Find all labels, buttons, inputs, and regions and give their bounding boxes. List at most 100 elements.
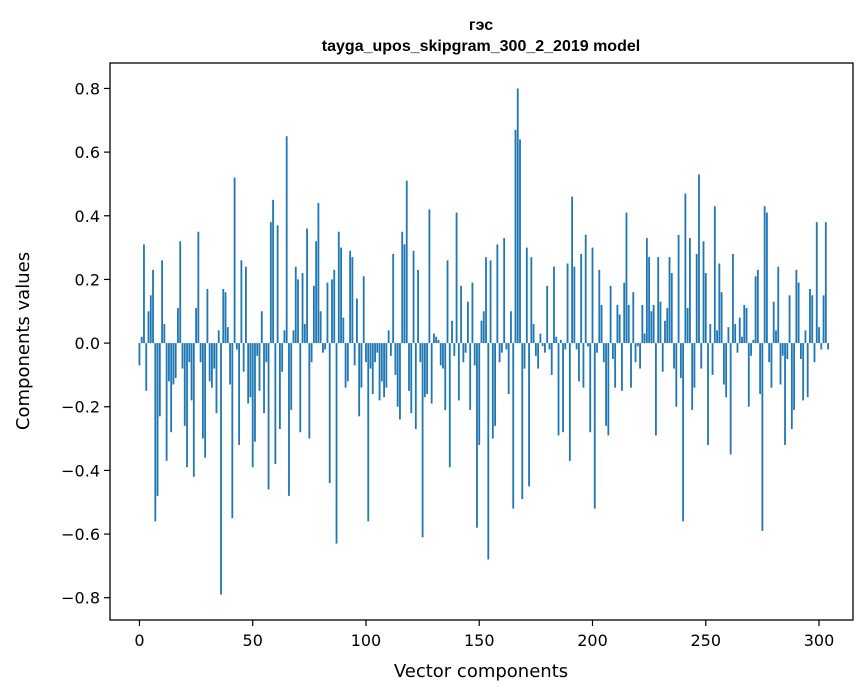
bar [668, 257, 671, 344]
bar [795, 269, 798, 344]
bar [376, 343, 379, 353]
bar [143, 244, 145, 344]
bar [235, 343, 238, 350]
bar [797, 282, 800, 344]
bar [401, 231, 404, 344]
bar [818, 327, 820, 344]
bar [433, 333, 435, 344]
bar [485, 257, 487, 344]
bar [308, 343, 311, 439]
bar [591, 247, 594, 344]
bar [718, 263, 721, 344]
bar [365, 343, 367, 363]
bar [324, 343, 327, 350]
y-tick-label: 0.6 [75, 143, 100, 162]
bar [650, 311, 653, 344]
bar [643, 333, 646, 344]
bar [700, 343, 703, 369]
bar [693, 343, 696, 388]
bar [616, 304, 619, 344]
bar [584, 234, 587, 344]
bar [532, 323, 535, 344]
bar [333, 269, 336, 344]
bar [781, 343, 784, 356]
bar [446, 260, 449, 344]
bar [233, 177, 236, 344]
bar [609, 285, 612, 344]
y-axis-label: Components values [13, 252, 34, 430]
bar [265, 343, 268, 363]
bar [709, 323, 712, 344]
bar [775, 330, 777, 344]
bar [722, 343, 725, 385]
bars-group [138, 88, 829, 595]
bar [167, 343, 170, 382]
bar [546, 285, 549, 344]
bar [414, 343, 417, 430]
bar [269, 222, 272, 344]
bar [806, 343, 809, 398]
bar [582, 343, 585, 388]
bar [761, 343, 764, 531]
bar [444, 343, 447, 410]
bar [464, 343, 467, 353]
bar [473, 343, 476, 366]
bar [641, 304, 644, 344]
bar [140, 336, 143, 344]
bar [328, 343, 331, 484]
bar [281, 343, 284, 372]
bar [707, 343, 709, 445]
bar [351, 257, 354, 344]
bar [491, 343, 494, 439]
bar [820, 343, 823, 350]
bar [192, 343, 195, 477]
bar [523, 343, 526, 369]
bar [736, 343, 739, 353]
bar [634, 343, 637, 363]
bar [541, 343, 544, 347]
bar [405, 180, 408, 344]
y-axis-ticks: −0.8 −0.6 −0.4 −0.2 0.0 0.2 0.4 0.6 0.8 [61, 79, 110, 608]
bar [374, 343, 376, 363]
bar [664, 320, 666, 344]
bar [471, 282, 474, 344]
bar [229, 343, 231, 385]
bar [507, 343, 510, 395]
bar [231, 343, 234, 519]
bar [183, 343, 186, 426]
bar [799, 343, 802, 359]
bar [659, 301, 662, 344]
bar [704, 273, 707, 344]
bar [564, 343, 567, 350]
bar [165, 343, 168, 461]
bar [301, 273, 304, 344]
bar [827, 343, 829, 350]
bar [294, 266, 297, 344]
bar [544, 343, 546, 353]
bar [326, 282, 329, 344]
bar [319, 311, 322, 344]
bar [358, 343, 361, 417]
bar [331, 279, 333, 344]
bar [813, 343, 816, 363]
chart-title: гэс [469, 17, 493, 34]
bar [562, 343, 564, 433]
y-tick-label: −0.4 [61, 461, 100, 480]
bar [147, 311, 150, 344]
y-tick-label: 0.4 [75, 207, 100, 226]
bar [254, 343, 256, 442]
bar [482, 311, 485, 344]
bar [217, 330, 220, 344]
x-tick-label: 50 [243, 631, 263, 650]
bar [251, 343, 254, 468]
bar [627, 304, 630, 344]
bar [312, 285, 315, 344]
bar [303, 323, 306, 344]
x-tick-label: 100 [351, 631, 382, 650]
bar [766, 212, 768, 344]
bar [240, 260, 243, 344]
bar [695, 253, 698, 344]
bar [786, 343, 789, 359]
bar [605, 343, 607, 426]
